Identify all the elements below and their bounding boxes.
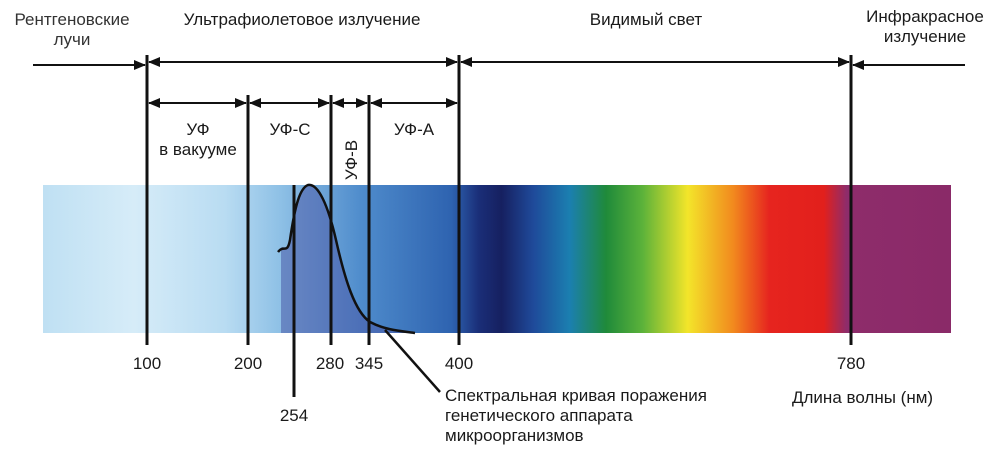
- label-xray-line1: Рентгеновские: [14, 10, 130, 29]
- label-visible: Видимый свет: [589, 10, 703, 29]
- damage-curve-fill: [281, 184, 415, 333]
- tick-345: 345: [354, 354, 384, 373]
- tick-200: 200: [233, 354, 263, 373]
- label-xray: Рентгеновские лучи: [14, 10, 129, 50]
- axis-label: Длина волны (нм): [792, 388, 934, 407]
- label-infrared: Инфракрасное излучение: [866, 7, 984, 47]
- curve-caption: Спектральная кривая поражения генетическ…: [445, 386, 707, 446]
- tick-400: 400: [444, 354, 474, 373]
- label-uv: Ультрафиолетовое излучение: [183, 10, 421, 29]
- label-uv-b: УФ-В: [342, 140, 361, 180]
- curve-caption-line2: генетического аппарата: [445, 406, 633, 425]
- tick-100: 100: [132, 354, 162, 373]
- label-uv-vacuum: УФ в вакууме: [159, 120, 237, 160]
- label-infrared-line2: излучение: [883, 27, 967, 46]
- label-infrared-line1: Инфракрасное: [866, 7, 984, 26]
- tick-254: 254: [279, 406, 309, 425]
- tick-780: 780: [836, 354, 866, 373]
- curve-caption-line1: Спектральная кривая поражения: [445, 386, 707, 405]
- curve-pointer: [384, 329, 441, 393]
- tick-280: 280: [315, 354, 345, 373]
- label-uv-vacuum-line2: в вакууме: [159, 140, 237, 159]
- label-uv-a: УФ-А: [393, 120, 435, 139]
- label-uv-vacuum-line1: УФ: [186, 120, 210, 139]
- curve-caption-line3: микроорганизмов: [445, 426, 584, 445]
- damage-curve: [277, 183, 416, 335]
- spectrum-band: [43, 185, 951, 333]
- label-uv-c: УФ-С: [269, 120, 311, 139]
- label-xray-line2: лучи: [53, 30, 91, 49]
